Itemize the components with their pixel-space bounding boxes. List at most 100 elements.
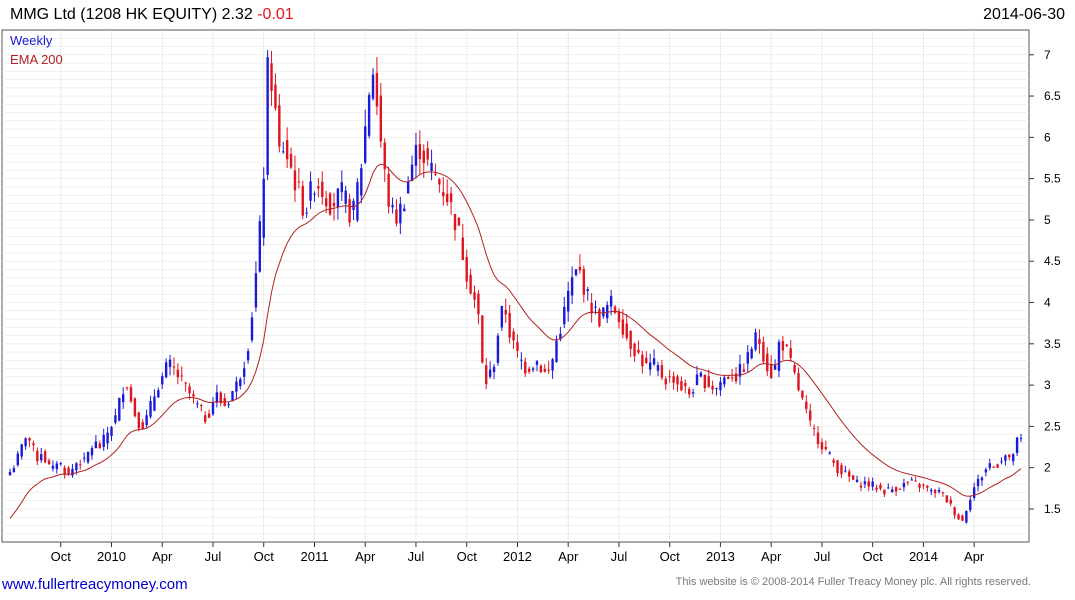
candle-body xyxy=(637,349,640,353)
candle-body xyxy=(161,376,164,385)
candle-body xyxy=(773,364,777,370)
candle-body xyxy=(274,84,277,109)
candle-body xyxy=(153,396,156,411)
x-tick-label: Oct xyxy=(51,549,72,564)
candle-body xyxy=(957,514,960,520)
y-tick-label: 2 xyxy=(1044,461,1051,475)
candle-body xyxy=(344,190,347,204)
candle-body xyxy=(656,365,660,371)
x-tick-label: 2014 xyxy=(909,549,938,564)
x-tick-label: Apr xyxy=(355,549,376,564)
candle-body xyxy=(606,304,609,319)
chart-date: 2014-06-30 xyxy=(983,6,1065,23)
candle-body xyxy=(1011,454,1015,462)
candle-body xyxy=(785,344,788,347)
candle-body xyxy=(1008,454,1011,458)
website-link[interactable]: www.fullertreacymoney.com xyxy=(2,576,188,593)
candle-body xyxy=(180,375,183,377)
candle-body xyxy=(504,309,507,315)
candle-body xyxy=(742,369,746,372)
candle-body xyxy=(231,391,234,401)
candle-body xyxy=(930,489,933,492)
candle-body xyxy=(801,390,804,398)
candle-body xyxy=(118,397,121,421)
candle-body xyxy=(301,185,304,216)
x-tick-label: Jul xyxy=(205,549,222,564)
candle-body xyxy=(500,305,504,328)
candle-body xyxy=(754,332,757,350)
candle-body xyxy=(430,162,433,171)
candle-body xyxy=(621,319,625,335)
candle-body xyxy=(609,295,613,307)
x-tick-label: Jul xyxy=(814,549,831,564)
candle-body xyxy=(418,144,422,160)
candle-body xyxy=(383,142,386,170)
chart-title-row: MMG Ltd (1208 HK EQUITY) 2.32 -0.01 xyxy=(10,6,294,24)
candle-body xyxy=(824,446,828,450)
candle-body xyxy=(63,467,66,475)
candle-body xyxy=(282,151,285,153)
candle-body xyxy=(125,387,129,389)
candle-body xyxy=(340,182,343,193)
candle-body xyxy=(695,374,699,386)
candle-body xyxy=(789,348,792,358)
candle-body xyxy=(684,383,687,387)
candle-body xyxy=(496,335,500,363)
candle-body xyxy=(859,485,863,488)
candle-body xyxy=(894,487,898,492)
x-tick-label: Apr xyxy=(964,549,985,564)
candle-body xyxy=(16,453,20,466)
y-tick-label: 5 xyxy=(1044,213,1051,227)
y-tick-label: 7 xyxy=(1044,48,1051,62)
candle-body xyxy=(90,448,94,456)
candle-body xyxy=(746,352,749,364)
y-tick-label: 2.5 xyxy=(1044,419,1061,433)
candle-body xyxy=(379,95,383,142)
candle-body xyxy=(422,150,425,163)
candle-body xyxy=(723,377,726,385)
candle-body xyxy=(399,203,402,224)
candle-body xyxy=(20,444,23,457)
candle-body xyxy=(94,441,98,449)
candle-body xyxy=(75,463,78,471)
candle-body xyxy=(988,463,991,468)
candle-body xyxy=(426,148,429,160)
copyright-notice: This website is © 2008-2014 Fuller Treac… xyxy=(675,576,1031,588)
price-change: -0.01 xyxy=(257,6,294,23)
candle-body xyxy=(602,307,605,317)
y-tick-label: 4.5 xyxy=(1044,254,1061,268)
candle-body xyxy=(317,186,320,189)
candle-body xyxy=(215,392,219,403)
candle-body xyxy=(613,306,617,313)
candle-body xyxy=(832,460,835,463)
candle-body xyxy=(699,372,703,377)
candle-body xyxy=(816,432,820,445)
candle-body xyxy=(297,181,301,183)
candle-body xyxy=(145,415,148,426)
candle-body xyxy=(270,63,273,91)
candle-body xyxy=(82,457,86,459)
candle-body xyxy=(24,438,27,447)
candle-body xyxy=(266,57,269,175)
candle-body xyxy=(36,450,39,462)
candle-body xyxy=(887,487,890,489)
candle-body xyxy=(321,181,324,197)
candle-body xyxy=(469,274,472,294)
candle-body xyxy=(375,73,379,107)
candle-body xyxy=(55,463,59,470)
candle-body xyxy=(258,221,262,272)
candle-body xyxy=(625,323,628,339)
candle-body xyxy=(660,365,664,378)
candle-body xyxy=(898,488,902,490)
candle-body xyxy=(442,192,445,197)
candle-body xyxy=(395,209,398,224)
candle-body xyxy=(348,199,351,223)
candle-body xyxy=(473,292,476,300)
candle-body xyxy=(141,422,144,430)
candle-body xyxy=(309,181,312,201)
candle-body xyxy=(883,489,886,495)
y-tick-label: 6.5 xyxy=(1044,89,1061,103)
candle-body xyxy=(961,515,964,521)
candle-body xyxy=(820,442,824,450)
candle-body xyxy=(711,385,714,390)
